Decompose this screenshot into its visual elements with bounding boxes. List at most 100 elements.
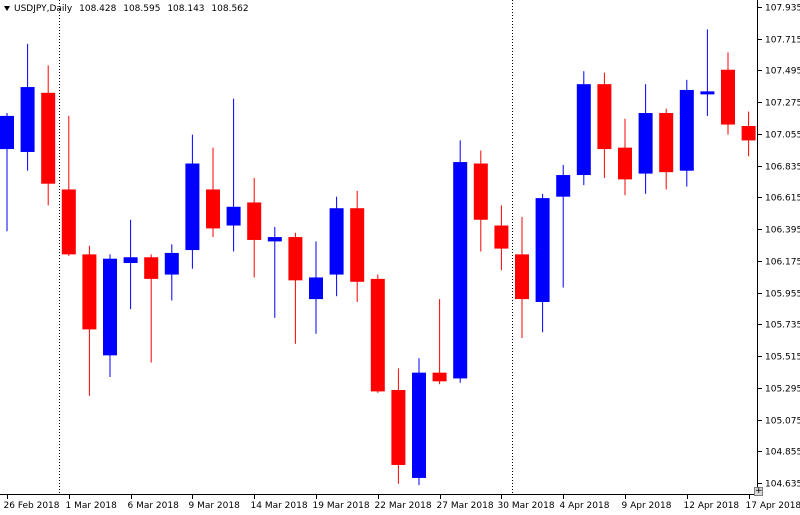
symbol-label: USDJPY,Daily	[14, 4, 73, 14]
y-axis-ticks: 107.935 107.715 107.495 107.275 107.055 106.8…	[758, 4, 800, 490]
candle-body	[41, 92, 56, 184]
candle-body	[597, 84, 612, 150]
y-tick-label: 107.935	[765, 4, 800, 14]
y-tick-label: 107.055	[765, 131, 800, 141]
candle	[103, 254, 117, 377]
x-tick-label: 9 Apr 2018	[622, 501, 672, 511]
candle	[123, 219, 138, 310]
candle-body	[659, 113, 674, 173]
y-tick-label: 105.515	[765, 353, 800, 363]
candle-body	[576, 84, 591, 176]
candle	[453, 140, 468, 383]
y-tick-label: 104.855	[765, 448, 800, 458]
candle-body	[226, 206, 241, 226]
candle-body	[61, 189, 76, 255]
y-tick-label: 105.295	[765, 385, 800, 395]
candle-body	[288, 237, 303, 281]
x-tick-label: 6 Mar 2018	[128, 501, 180, 511]
candle-body	[391, 389, 406, 465]
candle-body	[453, 162, 468, 379]
x-tick-label: 27 Mar 2018	[437, 501, 494, 511]
candle-body	[123, 257, 138, 264]
candle	[0, 113, 14, 232]
candle-body	[432, 372, 447, 382]
candle-body	[412, 372, 426, 478]
candle-body	[350, 208, 365, 282]
candle	[309, 241, 323, 334]
candle-body	[329, 208, 344, 275]
x-tick-label: 22 Mar 2018	[375, 501, 432, 511]
candle	[638, 84, 653, 194]
y-tick-label: 107.495	[765, 67, 800, 77]
candle	[206, 147, 220, 238]
x-tick-label: 4 Apr 2018	[560, 501, 610, 511]
chart-header: USDJPY,Daily 108.428 108.595 108.143 108…	[4, 4, 253, 14]
candle	[391, 368, 406, 484]
candle-body	[370, 278, 385, 392]
candle-body	[700, 91, 715, 95]
candle-body	[618, 147, 632, 180]
candle	[370, 274, 385, 393]
candle-body	[494, 225, 509, 249]
ohlc-low: 108.143	[167, 4, 205, 14]
x-tick-label: 12 Apr 2018	[684, 501, 740, 511]
candle	[41, 65, 56, 206]
y-tick-label: 105.735	[765, 321, 800, 331]
y-tick-label: 106.835	[765, 163, 800, 173]
candle	[515, 216, 529, 339]
candle	[185, 134, 200, 269]
x-tick-label: 14 Mar 2018	[251, 501, 308, 511]
y-tick-label: 106.175	[765, 258, 800, 268]
candle	[144, 254, 159, 363]
candle	[267, 226, 282, 318]
candle	[721, 52, 735, 135]
candle	[61, 115, 76, 256]
candle	[20, 43, 35, 171]
candle	[535, 193, 550, 333]
candle-body	[515, 254, 529, 300]
candle	[556, 164, 571, 288]
candle	[494, 205, 509, 271]
x-tick-label: 1 Mar 2018	[66, 501, 118, 511]
candle-body	[679, 89, 694, 171]
candle	[473, 150, 488, 252]
y-tick-label: 107.715	[765, 36, 800, 46]
candle-body	[638, 113, 653, 174]
candle	[82, 245, 97, 396]
chart-shift-button[interactable]: +	[754, 486, 763, 496]
candle	[164, 244, 179, 301]
symbol-dropdown-icon[interactable]	[4, 6, 10, 11]
candle	[329, 196, 344, 297]
candle	[741, 111, 756, 157]
y-tick-label: 106.615	[765, 194, 800, 204]
x-tick-label: 30 Mar 2018	[498, 501, 555, 511]
candle-body	[267, 237, 282, 242]
candle	[412, 358, 426, 486]
candle-body	[164, 252, 179, 275]
ohlc-high: 108.595	[123, 4, 161, 14]
x-tick-label: 9 Mar 2018	[189, 501, 241, 511]
y-tick-label: 107.275	[765, 99, 800, 109]
ohlc-close: 108.562	[211, 4, 249, 14]
ohlc-open: 108.428	[79, 4, 117, 14]
candle-body	[721, 69, 735, 125]
candle-body	[82, 254, 97, 330]
candle	[432, 299, 447, 385]
y-tick-label: 105.075	[765, 417, 800, 427]
candle	[679, 79, 694, 187]
candle	[576, 71, 591, 186]
candle-body	[309, 277, 323, 300]
candle	[288, 232, 303, 344]
candle-body	[473, 163, 488, 220]
period-separators	[59, 0, 513, 494]
y-tick-label: 105.955	[765, 290, 800, 300]
candle	[350, 190, 365, 302]
candle	[247, 177, 262, 278]
candle-body	[535, 198, 550, 302]
x-tick-label: 26 Feb 2018	[4, 501, 60, 511]
x-tick-label: 17 Apr 2018	[746, 501, 800, 511]
y-tick-label: 106.395	[765, 226, 800, 236]
candle-body	[741, 126, 756, 141]
candles	[0, 29, 756, 486]
